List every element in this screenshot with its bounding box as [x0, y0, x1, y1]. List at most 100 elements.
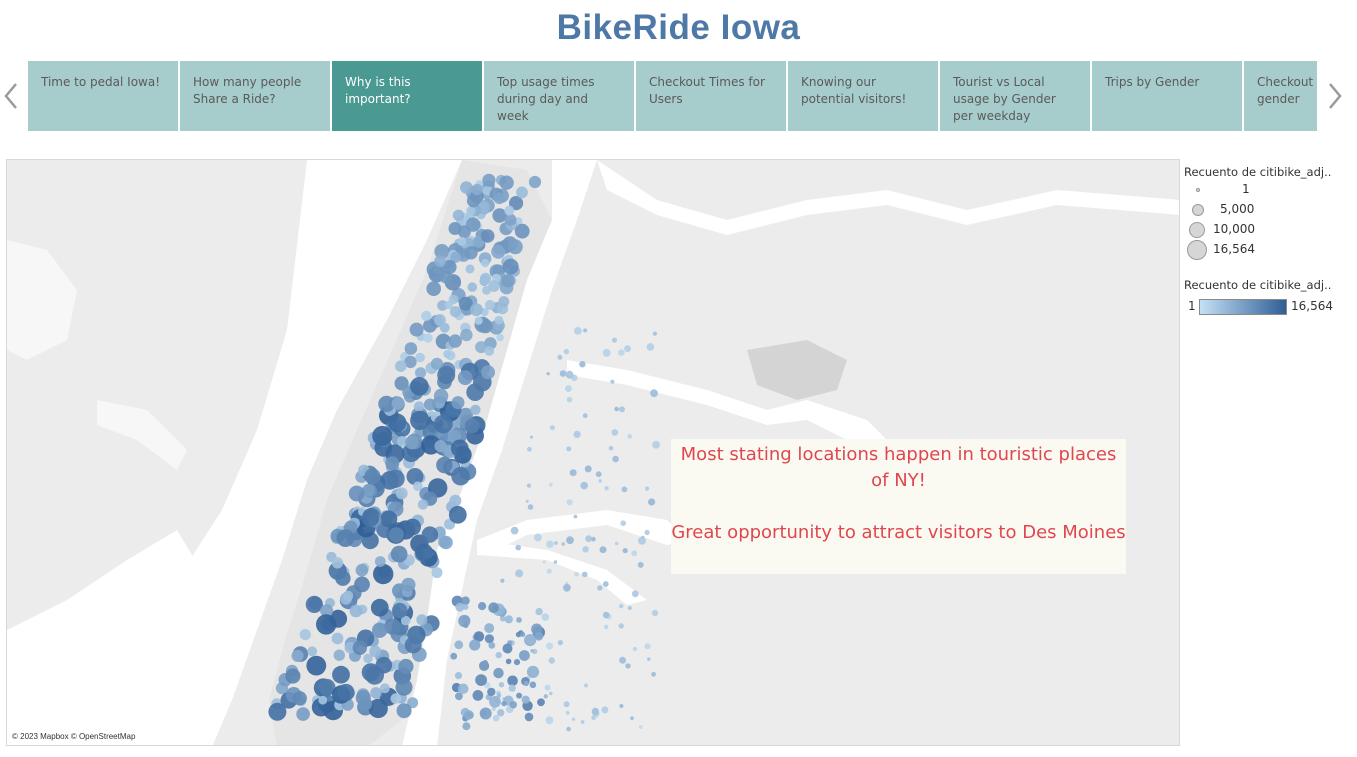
- station-dot[interactable]: [546, 540, 554, 548]
- station-dot[interactable]: [638, 536, 646, 545]
- station-dot[interactable]: [507, 675, 518, 687]
- station-dot[interactable]: [448, 334, 462, 348]
- station-dot[interactable]: [515, 569, 524, 578]
- station-dot[interactable]: [614, 541, 619, 546]
- station-dot[interactable]: [646, 343, 655, 351]
- station-dot[interactable]: [466, 194, 480, 208]
- station-dot[interactable]: [484, 623, 495, 634]
- story-point-tab[interactable]: How many people Share a Ride?: [180, 61, 330, 131]
- station-dot[interactable]: [497, 709, 505, 717]
- station-dot[interactable]: [619, 656, 627, 664]
- station-dot[interactable]: [530, 649, 534, 653]
- station-dot[interactable]: [601, 706, 609, 714]
- station-dot[interactable]: [378, 395, 395, 413]
- station-dot[interactable]: [498, 682, 505, 688]
- station-dot[interactable]: [645, 486, 650, 491]
- station-dot[interactable]: [504, 213, 517, 226]
- station-dot[interactable]: [452, 209, 465, 221]
- station-dot[interactable]: [618, 603, 624, 609]
- station-dot[interactable]: [439, 535, 453, 550]
- station-dot[interactable]: [591, 536, 596, 542]
- station-dot[interactable]: [481, 365, 495, 380]
- station-dot[interactable]: [396, 703, 412, 719]
- station-dot[interactable]: [582, 546, 589, 553]
- station-dot[interactable]: [651, 609, 659, 617]
- station-dot[interactable]: [354, 576, 370, 593]
- station-dot[interactable]: [462, 722, 471, 731]
- station-dot[interactable]: [557, 354, 563, 360]
- station-dot[interactable]: [455, 602, 465, 612]
- station-dot[interactable]: [470, 404, 481, 415]
- station-dot[interactable]: [604, 486, 609, 491]
- station-dot[interactable]: [478, 602, 487, 611]
- station-dot[interactable]: [637, 561, 644, 568]
- station-dot[interactable]: [410, 410, 430, 431]
- station-dot[interactable]: [604, 624, 609, 630]
- station-dot[interactable]: [373, 563, 394, 585]
- station-dot[interactable]: [505, 658, 512, 665]
- station-dot[interactable]: [488, 602, 499, 613]
- station-dot[interactable]: [372, 622, 388, 638]
- station-dot[interactable]: [612, 455, 619, 463]
- station-dot[interactable]: [541, 613, 550, 621]
- station-dot[interactable]: [509, 196, 524, 211]
- station-dot[interactable]: [508, 684, 516, 692]
- station-dot[interactable]: [463, 622, 469, 628]
- station-dot[interactable]: [612, 337, 617, 343]
- station-dot[interactable]: [584, 465, 592, 473]
- station-dot[interactable]: [396, 436, 408, 447]
- station-dot[interactable]: [433, 414, 453, 434]
- station-dot[interactable]: [488, 642, 496, 649]
- station-dot[interactable]: [320, 604, 334, 618]
- station-dot[interactable]: [306, 655, 327, 676]
- station-dot[interactable]: [285, 668, 301, 684]
- station-dot[interactable]: [630, 716, 634, 721]
- station-dot[interactable]: [469, 639, 481, 651]
- station-dot[interactable]: [390, 545, 408, 563]
- station-dot[interactable]: [513, 659, 521, 666]
- station-dot[interactable]: [608, 445, 614, 451]
- station-dot[interactable]: [451, 396, 465, 410]
- station-dot[interactable]: [585, 535, 592, 543]
- station-dot[interactable]: [530, 435, 533, 439]
- station-dot[interactable]: [566, 726, 571, 732]
- station-dot[interactable]: [652, 440, 660, 449]
- map-attribution[interactable]: © 2023 Mapbox © OpenStreetMap: [12, 732, 136, 741]
- station-dot[interactable]: [546, 372, 550, 376]
- station-dot[interactable]: [457, 370, 473, 386]
- station-dot[interactable]: [466, 383, 484, 401]
- station-dot[interactable]: [423, 333, 433, 343]
- station-dot[interactable]: [549, 425, 555, 431]
- chevron-left-icon[interactable]: [0, 78, 22, 114]
- station-dot[interactable]: [482, 173, 496, 187]
- station-dot[interactable]: [465, 264, 475, 274]
- station-dot[interactable]: [501, 700, 507, 707]
- station-dot[interactable]: [487, 687, 496, 697]
- station-dot[interactable]: [349, 604, 363, 618]
- station-dot[interactable]: [430, 357, 444, 370]
- station-dot[interactable]: [409, 322, 424, 337]
- station-dot[interactable]: [521, 695, 530, 704]
- station-dot[interactable]: [602, 581, 609, 587]
- station-dot[interactable]: [296, 707, 310, 721]
- station-dot[interactable]: [444, 300, 453, 310]
- station-dot[interactable]: [318, 695, 328, 705]
- station-dot[interactable]: [598, 479, 602, 483]
- map-view[interactable]: [6, 159, 1180, 746]
- station-dot[interactable]: [423, 318, 437, 333]
- station-dot[interactable]: [416, 614, 428, 626]
- station-dot[interactable]: [442, 260, 457, 275]
- story-point-tab[interactable]: Why is this important?: [332, 61, 482, 131]
- station-dot[interactable]: [493, 192, 506, 205]
- station-dot[interactable]: [374, 556, 386, 567]
- station-dot[interactable]: [494, 315, 504, 325]
- station-dot[interactable]: [464, 418, 480, 434]
- story-point-tab[interactable]: Top usage times during day and week: [484, 61, 634, 131]
- station-dot[interactable]: [369, 645, 382, 658]
- station-dot[interactable]: [407, 697, 419, 709]
- station-dot[interactable]: [614, 406, 619, 412]
- station-dot[interactable]: [496, 333, 504, 342]
- station-dot[interactable]: [584, 683, 588, 688]
- station-dot[interactable]: [434, 244, 450, 259]
- station-dot[interactable]: [470, 303, 483, 317]
